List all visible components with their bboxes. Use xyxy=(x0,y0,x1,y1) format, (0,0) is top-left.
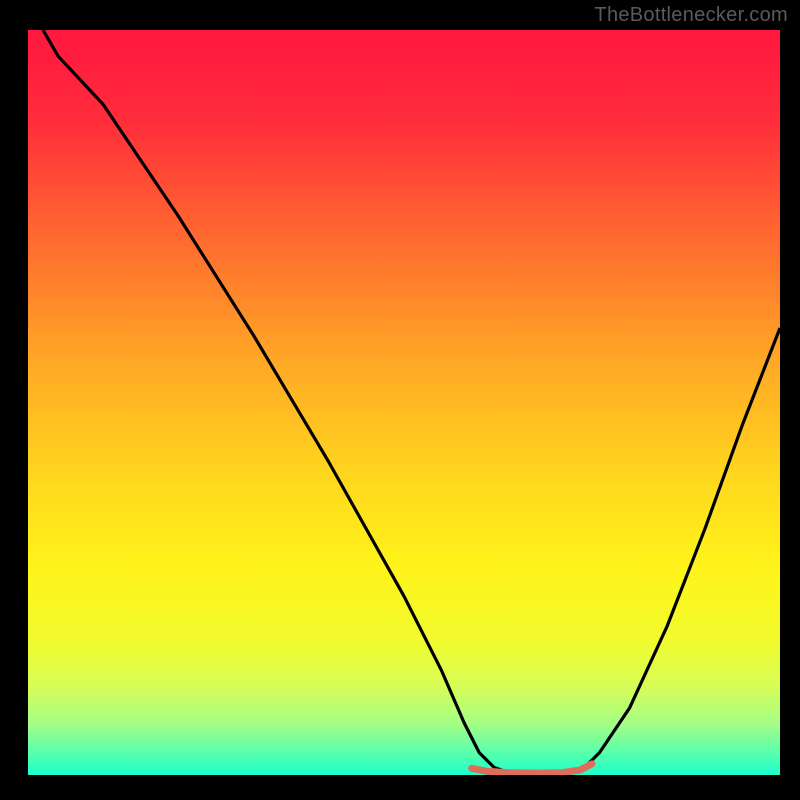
watermark-text: TheBottlenecker.com xyxy=(594,4,788,27)
gradient-background xyxy=(28,30,780,775)
chart-svg xyxy=(28,30,780,775)
chart-area xyxy=(28,30,780,775)
